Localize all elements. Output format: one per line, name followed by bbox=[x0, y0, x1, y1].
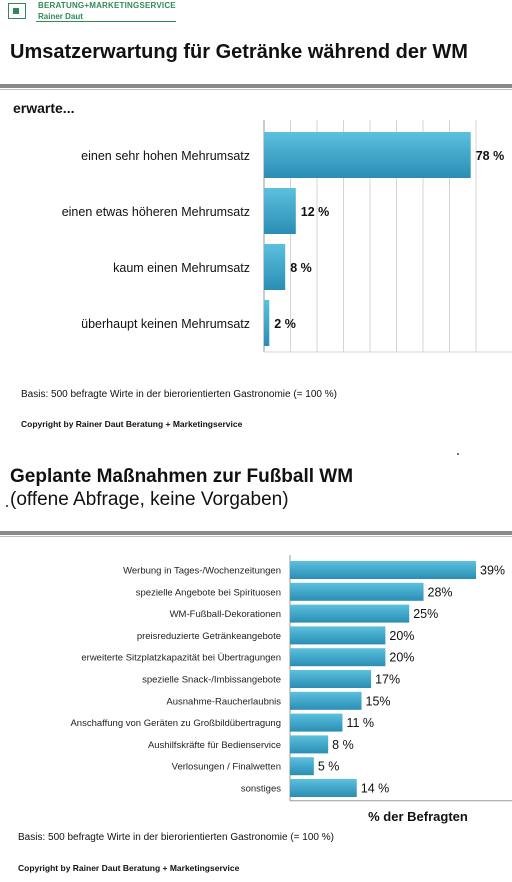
chart1-category-label: einen etwas höheren Mehrumsatz bbox=[62, 205, 250, 219]
chart2-bar bbox=[290, 648, 386, 667]
chart2-category-label: erweiterte Sitzplatzkapazität bei Übertr… bbox=[81, 653, 281, 664]
logo-line2: Rainer Daut bbox=[38, 12, 83, 21]
chart2-bar bbox=[290, 691, 362, 710]
chart1-data-label: 78 % bbox=[476, 149, 505, 163]
chart1-category-label: kaum einen Mehrumsatz bbox=[113, 261, 250, 275]
chart2-divider-thin bbox=[0, 536, 512, 537]
chart2-copyright: Copyright by Rainer Daut Beratung + Mark… bbox=[18, 863, 240, 873]
chart1-svg: einen sehr hohen Mehrumsatz 78 % einen etw… bbox=[62, 120, 512, 353]
chart1-bar bbox=[264, 188, 296, 234]
chart2-svg: Werbung in Tages-/Wochenzeitungen 39% spez… bbox=[70, 555, 512, 824]
stray-dot-2 bbox=[6, 505, 8, 507]
chart2-data-label: 28% bbox=[428, 585, 453, 599]
chart2-subtitle: (offene Abfrage, keine Vorgaben) bbox=[10, 489, 289, 510]
chart2-category-label: Verlosungen / Finalwetten bbox=[172, 762, 281, 773]
chart2-x-axis-label: % der Befragten bbox=[368, 809, 468, 824]
chart1-subtitle: erwarte... bbox=[13, 100, 75, 116]
chart2-data-label: 17% bbox=[375, 673, 400, 687]
chart1-bar bbox=[264, 300, 270, 346]
chart1-category-label: überhaupt keinen Mehrumsatz bbox=[81, 317, 250, 331]
chart2-title: Geplante Maßnahmen zur Fußball WM bbox=[10, 466, 354, 487]
chart2-bar bbox=[290, 670, 372, 688]
chart2-category-label: Werbung in Tages-/Wochenzeitungen bbox=[123, 566, 281, 577]
chart2-category-label: sonstiges bbox=[241, 784, 281, 795]
chart2-data-label: 8 % bbox=[332, 738, 354, 752]
chart1-bar bbox=[264, 244, 286, 290]
chart2-category-label: Aushilfskräfte für Bedienservice bbox=[148, 740, 281, 751]
chart1-bars: einen sehr hohen Mehrumsatz 78 % einen etw… bbox=[62, 132, 505, 346]
chart2-bar bbox=[290, 604, 410, 623]
logo-line1: BERATUNG+MARKETINGSERVICE bbox=[38, 1, 176, 10]
stray-dot bbox=[457, 453, 459, 455]
chart2-bar bbox=[290, 713, 343, 732]
chart2-bar bbox=[290, 757, 314, 776]
chart2-data-label: 11 % bbox=[346, 716, 374, 730]
chart1-data-label: 2 % bbox=[274, 317, 296, 331]
chart2-data-label: 14 % bbox=[361, 782, 390, 796]
logo-mark bbox=[8, 3, 26, 19]
chart2-data-label: 25% bbox=[413, 607, 438, 621]
chart1-data-label: 12 % bbox=[301, 205, 330, 219]
chart2-data-label: 5 % bbox=[318, 760, 340, 774]
chart2-bar bbox=[290, 561, 476, 579]
chart2-bars: Werbung in Tages-/Wochenzeitungen 39% spez… bbox=[70, 555, 512, 824]
chart2-bar bbox=[290, 626, 386, 645]
chart2-data-label: 39% bbox=[480, 564, 505, 578]
chart1-footnote: Basis: 500 befragte Wirte in der bierori… bbox=[21, 389, 337, 400]
logo-rule bbox=[36, 21, 176, 22]
chart2-category-label: Ausnahme-Raucherlaubnis bbox=[166, 696, 281, 707]
chart1-data-label: 8 % bbox=[290, 261, 312, 275]
chart2-bar bbox=[290, 582, 424, 601]
chart2-bar bbox=[290, 779, 357, 797]
chart1-divider-thin bbox=[0, 89, 512, 90]
chart2-category-label: Anschaffung von Geräten zu Großbildübert… bbox=[70, 718, 281, 729]
chart2-divider bbox=[0, 531, 512, 535]
chart1-divider bbox=[0, 84, 512, 88]
chart2-data-label: 15% bbox=[366, 694, 391, 708]
chart2-category-label: spezielle Snack-/Imbissangebote bbox=[142, 675, 281, 686]
chart1-bar bbox=[264, 132, 471, 178]
chart2-category-label: WM-Fußball-Dekorationen bbox=[170, 609, 281, 620]
chart1-title: Umsatzerwartung für Getränke während der… bbox=[10, 41, 468, 63]
logo-dot bbox=[13, 8, 19, 14]
chart2-footnote: Basis: 500 befragte Wirte in der bierori… bbox=[18, 832, 334, 843]
chart2-bar bbox=[290, 735, 329, 754]
chart2-data-label: 20% bbox=[389, 629, 414, 643]
chart2-category-label: preisreduzierte Getränkeangebote bbox=[137, 631, 281, 642]
chart1-category-label: einen sehr hohen Mehrumsatz bbox=[81, 149, 250, 163]
chart1-copyright: Copyright by Rainer Daut Beratung + Mark… bbox=[21, 419, 243, 429]
chart2-category-label: spezielle Angebote bei Spirituosen bbox=[136, 587, 281, 598]
chart2-data-label: 20% bbox=[389, 651, 414, 665]
